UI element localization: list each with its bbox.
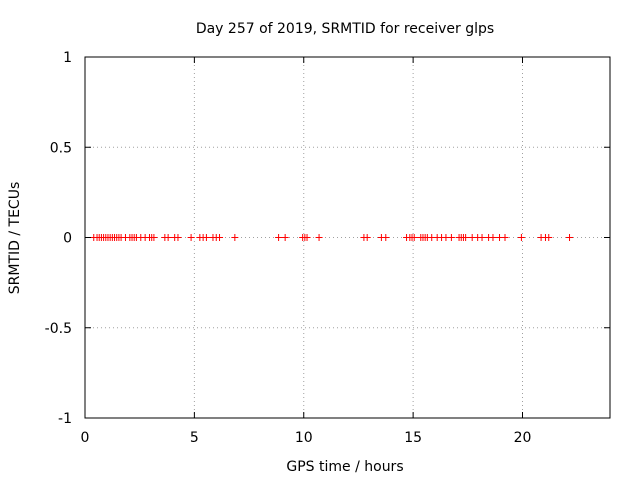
data-point [566, 234, 574, 241]
x-tick-label: 10 [295, 430, 313, 446]
data-point [363, 234, 371, 241]
data-point [517, 234, 525, 241]
data-point [447, 234, 455, 241]
x-tick-label: 20 [514, 430, 532, 446]
data-point [315, 234, 323, 241]
x-axis-label: GPS time / hours [286, 459, 403, 475]
data-point [545, 234, 553, 241]
data-points [90, 234, 574, 241]
data-point [164, 234, 172, 241]
data-point [231, 234, 239, 241]
axes: 0 5 10 15 20 -1 -0.5 0 0.5 1 [45, 50, 610, 446]
chart-title: Day 257 of 2019, SRMTID for receiver glp… [196, 21, 494, 37]
y-tick-label: 0.5 [50, 140, 72, 156]
data-point [462, 234, 470, 241]
y-tick-label: -1 [58, 411, 72, 427]
data-point [216, 234, 224, 241]
data-point [275, 234, 283, 241]
data-point [410, 234, 418, 241]
data-point [187, 234, 195, 241]
data-point [478, 234, 486, 241]
y-axis-label: SRMTID / TECUs [7, 182, 23, 295]
y-tick-label: -0.5 [45, 321, 72, 337]
data-point [174, 234, 182, 241]
data-point [303, 234, 311, 241]
data-point [382, 234, 390, 241]
data-point [202, 234, 210, 241]
data-point [489, 234, 497, 241]
data-point [501, 234, 509, 241]
x-tick-label: 0 [81, 430, 90, 446]
data-point [150, 234, 158, 241]
y-tick-label: 1 [63, 50, 72, 66]
data-point [281, 234, 289, 241]
x-tick-label: 15 [404, 430, 422, 446]
y-tick-label: 0 [63, 231, 72, 247]
x-tick-label: 5 [190, 430, 199, 446]
